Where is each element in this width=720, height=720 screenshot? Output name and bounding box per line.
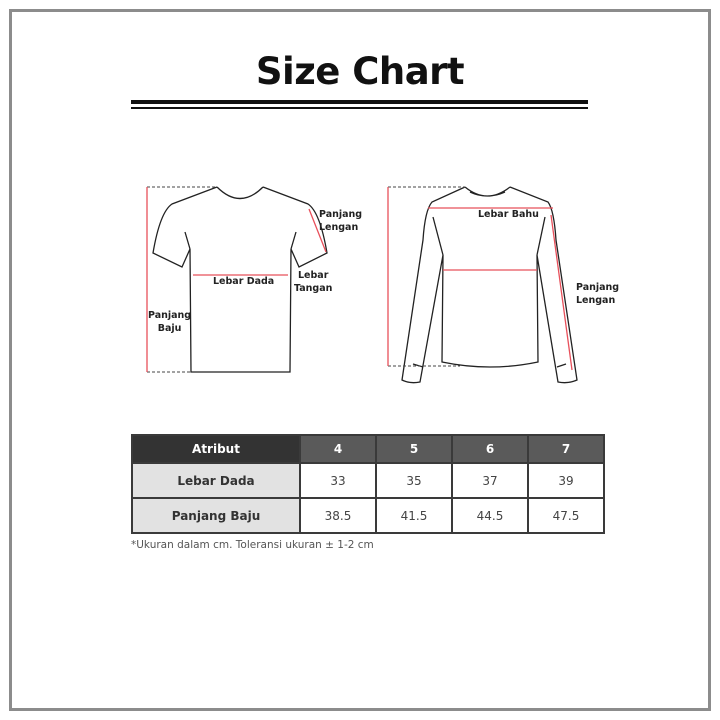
table-header-row: Atribut 4 5 6 7 (131, 434, 605, 464)
table-cell: 47.5 (527, 497, 605, 534)
page-title: Size Chart (255, 50, 465, 93)
longsleeve-armhole-left (432, 216, 444, 256)
label-tshirt-chest: Lebar Dada (213, 276, 275, 287)
header-size: 5 (375, 434, 453, 464)
longsleeve-diagram (387, 186, 578, 384)
table-cell: 35 (375, 462, 453, 499)
table-cell: 39 (527, 462, 605, 499)
label-tshirt-sleeve-width: Lebar Tangan (294, 270, 333, 294)
title-rule-thin (131, 107, 588, 109)
tshirt-armhole-left (184, 231, 191, 250)
tshirt-outline (152, 186, 328, 373)
label-tshirt-sleeve-length: Panjang Lengan (319, 209, 363, 233)
title-rule-thick (131, 100, 588, 104)
longsleeve-sleeve-line (550, 214, 573, 371)
tshirt-sleeve-line (308, 208, 327, 253)
size-table: Atribut 4 5 6 7 Lebar Dada 33 35 37 39 P… (131, 434, 605, 534)
label-longsleeve-shoulder: Lebar Bahu (478, 209, 539, 220)
row-label: Panjang Baju (131, 497, 301, 534)
table-cell: 41.5 (375, 497, 453, 534)
table-cell: 33 (299, 462, 377, 499)
row-label: Lebar Dada (131, 462, 301, 499)
table-cell: 38.5 (299, 497, 377, 534)
tshirt-collar (216, 186, 264, 200)
header-size: 6 (451, 434, 529, 464)
tshirt-armhole-right (290, 231, 297, 250)
table-row: Panjang Baju 38.5 41.5 44.5 47.5 (131, 497, 605, 534)
header-size: 4 (299, 434, 377, 464)
size-note: *Ukuran dalam cm. Toleransi ukuran ± 1-2… (131, 539, 374, 551)
longsleeve-outline (401, 186, 578, 384)
longsleeve-collar (464, 186, 511, 197)
table-cell: 44.5 (451, 497, 529, 534)
header-size: 7 (527, 434, 605, 464)
label-longsleeve-sleeve-length: Panjang Lengan (576, 282, 620, 306)
header-attribute: Atribut (131, 434, 301, 464)
longsleeve-armhole-right (536, 216, 546, 256)
table-row: Lebar Dada 33 35 37 39 (131, 462, 605, 499)
label-tshirt-body-length: Panjang Baju (148, 310, 192, 334)
frame-border (9, 9, 711, 711)
tshirt-diagram (146, 186, 328, 373)
table-cell: 37 (451, 462, 529, 499)
